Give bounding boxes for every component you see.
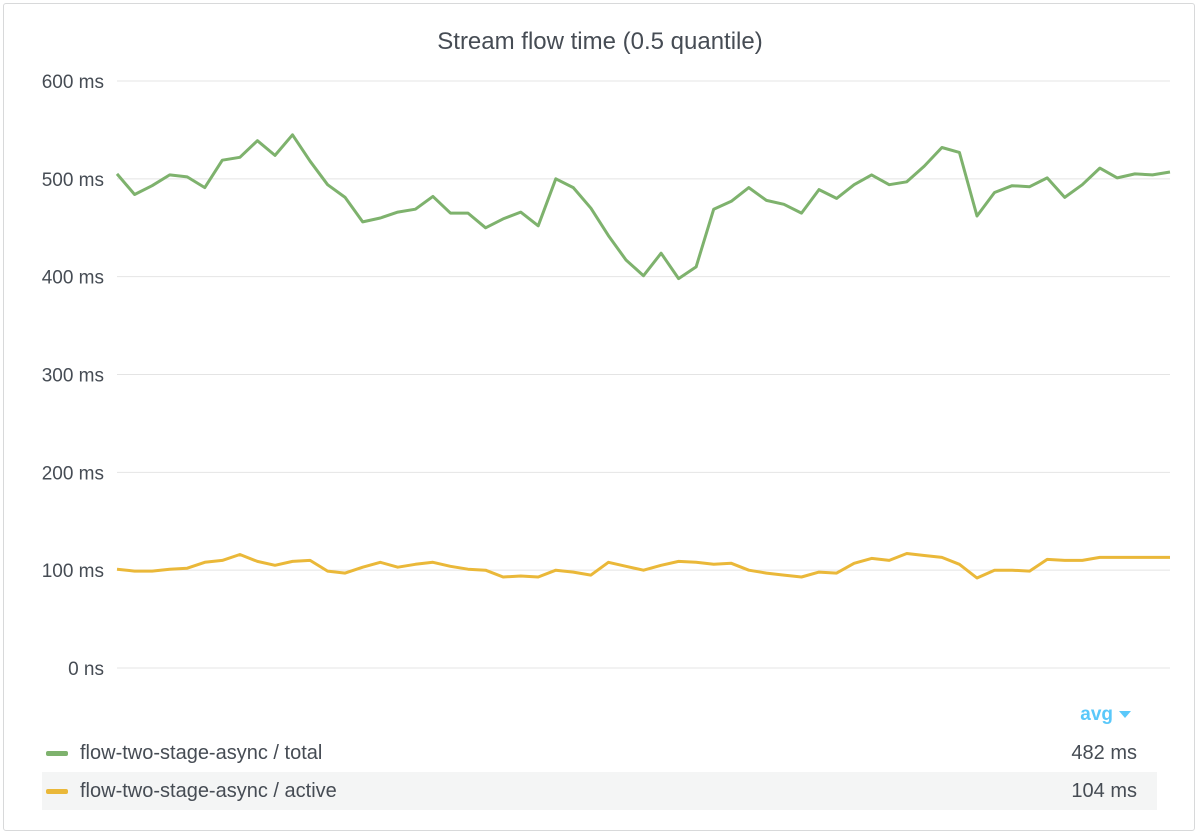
panel-title[interactable]: Stream flow time (0.5 quantile)	[437, 28, 763, 55]
series-line-active[interactable]	[116, 552, 1170, 580]
legend: avg flow-two-stage-async / total 482 ms …	[42, 704, 1157, 810]
legend-avg-value: 482 ms	[1071, 742, 1137, 764]
y-tick-label: 0 ns	[68, 659, 104, 680]
y-tick-label: 200 ms	[42, 463, 104, 484]
legend-series-name[interactable]: flow-two-stage-async / active	[80, 780, 337, 802]
legend-row-active[interactable]: flow-two-stage-async / active 104 ms	[42, 772, 1157, 810]
legend-avg-value: 104 ms	[1071, 780, 1137, 802]
series-color-swatch[interactable]	[46, 789, 68, 794]
y-tick-label: 100 ms	[42, 561, 104, 582]
plot-area: 600 ms 500 ms 400 ms 300 ms 200 ms 100 ms 0 ns	[42, 72, 1171, 680]
chart-panel: Stream flow time (0.5 quantile) 600 ms 50…	[3, 3, 1195, 831]
legend-sort-label[interactable]: avg	[1080, 704, 1113, 725]
legend-series-name[interactable]: flow-two-stage-async / total	[80, 742, 323, 764]
y-axis-ticks: 600 ms 500 ms 400 ms 300 ms 200 ms 100 ms 0 ns	[42, 72, 104, 680]
grid-lines	[117, 80, 1170, 669]
y-tick-label: 400 ms	[42, 268, 104, 289]
legend-sort-header[interactable]: avg	[42, 704, 1157, 734]
series-line-total[interactable]	[115, 133, 1171, 281]
caret-down-icon[interactable]	[1119, 711, 1131, 719]
y-tick-label: 300 ms	[42, 366, 104, 387]
series-lines	[115, 133, 1171, 580]
y-tick-label: 500 ms	[42, 170, 104, 191]
legend-row-total[interactable]: flow-two-stage-async / total 482 ms	[42, 734, 1157, 772]
y-tick-label: 600 ms	[42, 72, 104, 93]
series-color-swatch[interactable]	[46, 751, 68, 756]
